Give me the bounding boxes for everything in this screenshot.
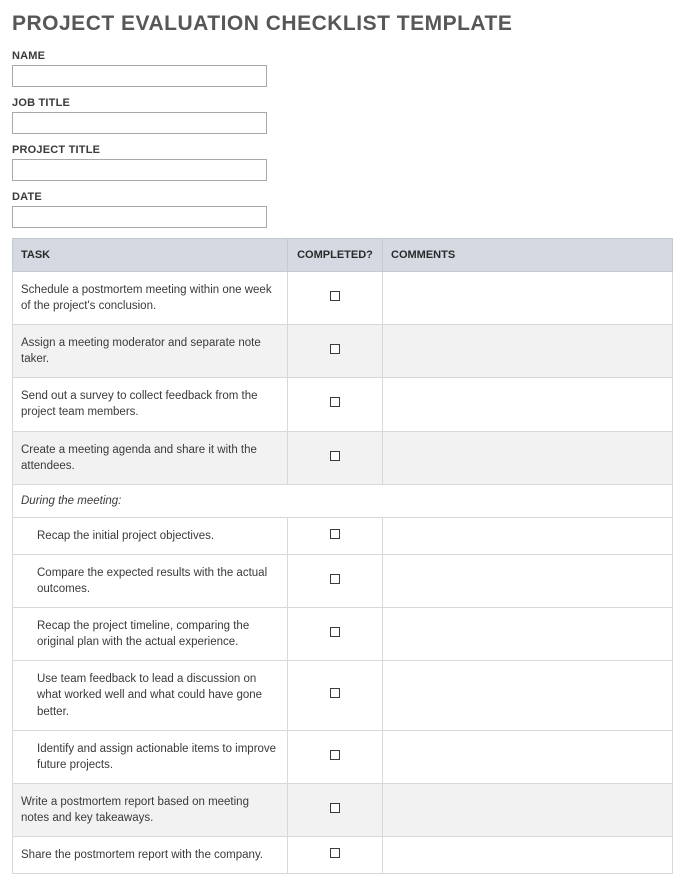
- comments-cell[interactable]: [383, 836, 673, 873]
- table-row: Use team feedback to lead a discussion o…: [13, 661, 673, 730]
- field-group: NAME: [12, 50, 673, 87]
- checkbox[interactable]: [330, 750, 340, 760]
- completed-cell: [288, 272, 383, 325]
- checklist-table: TASK COMPLETED? COMMENTS Schedule a post…: [12, 238, 673, 874]
- comments-cell[interactable]: [383, 730, 673, 783]
- table-row: Write a postmortem report based on meeti…: [13, 783, 673, 836]
- comments-cell[interactable]: [383, 378, 673, 431]
- comments-cell[interactable]: [383, 272, 673, 325]
- table-row: Assign a meeting moderator and separate …: [13, 325, 673, 378]
- table-row: Identify and assign actionable items to …: [13, 730, 673, 783]
- task-cell: Recap the initial project objectives.: [13, 517, 288, 554]
- checkbox[interactable]: [330, 529, 340, 539]
- comments-cell[interactable]: [383, 325, 673, 378]
- checkbox[interactable]: [330, 848, 340, 858]
- table-row: Create a meeting agenda and share it wit…: [13, 431, 673, 484]
- completed-cell: [288, 730, 383, 783]
- task-cell: Assign a meeting moderator and separate …: [13, 325, 288, 378]
- comments-cell[interactable]: [383, 783, 673, 836]
- task-cell: Write a postmortem report based on meeti…: [13, 783, 288, 836]
- table-row: Recap the project timeline, comparing th…: [13, 608, 673, 661]
- field-label: NAME: [12, 50, 673, 62]
- task-cell: Recap the project timeline, comparing th…: [13, 608, 288, 661]
- completed-cell: [288, 608, 383, 661]
- table-header-row: TASK COMPLETED? COMMENTS: [13, 239, 673, 272]
- checkbox[interactable]: [330, 803, 340, 813]
- checkbox[interactable]: [330, 291, 340, 301]
- page-title: PROJECT EVALUATION CHECKLIST TEMPLATE: [12, 12, 673, 36]
- table-row: Send out a survey to collect feedback fr…: [13, 378, 673, 431]
- field-input-name[interactable]: [12, 65, 267, 87]
- task-cell: Compare the expected results with the ac…: [13, 554, 288, 607]
- checklist-body: Schedule a postmortem meeting within one…: [13, 272, 673, 874]
- comments-cell[interactable]: [383, 554, 673, 607]
- task-cell: Use team feedback to lead a discussion o…: [13, 661, 288, 730]
- table-row: Compare the expected results with the ac…: [13, 554, 673, 607]
- completed-cell: [288, 783, 383, 836]
- field-input-job-title[interactable]: [12, 112, 267, 134]
- checkbox[interactable]: [330, 397, 340, 407]
- field-group: JOB TITLE: [12, 97, 673, 134]
- comments-cell[interactable]: [383, 431, 673, 484]
- checkbox[interactable]: [330, 344, 340, 354]
- completed-cell: [288, 836, 383, 873]
- task-cell: Identify and assign actionable items to …: [13, 730, 288, 783]
- field-group: DATE: [12, 191, 673, 228]
- field-label: JOB TITLE: [12, 97, 673, 109]
- header-task: TASK: [13, 239, 288, 272]
- comments-cell[interactable]: [383, 608, 673, 661]
- task-cell: Schedule a postmortem meeting within one…: [13, 272, 288, 325]
- field-group: PROJECT TITLE: [12, 144, 673, 181]
- table-row: Recap the initial project objectives.: [13, 517, 673, 554]
- task-cell: Create a meeting agenda and share it wit…: [13, 431, 288, 484]
- checkbox[interactable]: [330, 627, 340, 637]
- completed-cell: [288, 325, 383, 378]
- comments-cell[interactable]: [383, 517, 673, 554]
- completed-cell: [288, 378, 383, 431]
- field-label: PROJECT TITLE: [12, 144, 673, 156]
- field-input-project-title[interactable]: [12, 159, 267, 181]
- task-cell: Share the postmortem report with the com…: [13, 836, 288, 873]
- field-label: DATE: [12, 191, 673, 203]
- completed-cell: [288, 661, 383, 730]
- fields-container: NAME JOB TITLE PROJECT TITLE DATE: [12, 50, 673, 228]
- task-cell: Send out a survey to collect feedback fr…: [13, 378, 288, 431]
- comments-cell[interactable]: [383, 661, 673, 730]
- field-input-date[interactable]: [12, 206, 267, 228]
- completed-cell: [288, 431, 383, 484]
- header-completed: COMPLETED?: [288, 239, 383, 272]
- checkbox[interactable]: [330, 688, 340, 698]
- completed-cell: [288, 517, 383, 554]
- table-row: Share the postmortem report with the com…: [13, 836, 673, 873]
- section-header: During the meeting:: [13, 484, 673, 517]
- table-row: Schedule a postmortem meeting within one…: [13, 272, 673, 325]
- header-comments: COMMENTS: [383, 239, 673, 272]
- checkbox[interactable]: [330, 451, 340, 461]
- completed-cell: [288, 554, 383, 607]
- table-row: During the meeting:: [13, 484, 673, 517]
- checkbox[interactable]: [330, 574, 340, 584]
